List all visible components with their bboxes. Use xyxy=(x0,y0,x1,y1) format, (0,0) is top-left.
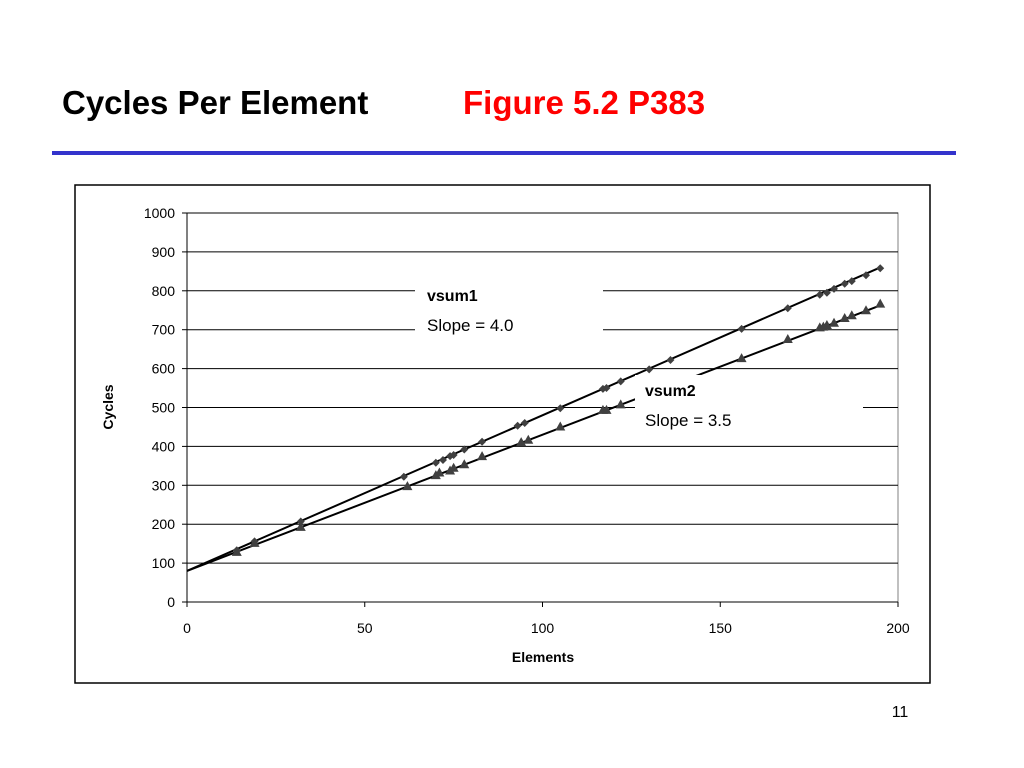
data-point xyxy=(231,546,242,556)
x-tick-label: 150 xyxy=(709,620,733,636)
y-tick-label: 400 xyxy=(152,438,176,454)
data-point xyxy=(459,459,470,469)
y-tick-label: 900 xyxy=(152,244,176,260)
series-annotation: Slope = 3.5 xyxy=(645,411,732,430)
data-point xyxy=(821,320,832,330)
data-point xyxy=(822,288,831,297)
data-point xyxy=(737,324,746,333)
data-point xyxy=(815,290,824,299)
x-tick-label: 50 xyxy=(357,620,373,636)
y-tick-label: 600 xyxy=(152,361,176,377)
data-point xyxy=(839,313,850,323)
data-point xyxy=(616,377,625,386)
data-point xyxy=(513,421,522,430)
data-point xyxy=(783,304,792,313)
y-tick-label: 300 xyxy=(152,477,176,493)
data-point xyxy=(840,279,849,288)
data-point xyxy=(431,458,440,467)
data-point xyxy=(847,277,856,286)
x-tick-label: 100 xyxy=(531,620,555,636)
y-tick-label: 1000 xyxy=(144,205,175,221)
annotation-box xyxy=(635,375,863,435)
page-number: 11 xyxy=(892,704,909,721)
data-point xyxy=(875,298,886,308)
slide-subtitle: Figure 5.2 P383 xyxy=(463,84,705,121)
data-point xyxy=(645,365,654,374)
data-point xyxy=(296,517,305,526)
data-point xyxy=(601,404,612,414)
data-point xyxy=(782,334,793,344)
data-point xyxy=(516,437,527,447)
x-tick-label: 200 xyxy=(886,620,910,636)
data-point xyxy=(830,284,839,293)
annotation-box xyxy=(415,280,603,340)
y-tick-label: 100 xyxy=(152,555,176,571)
y-tick-label: 0 xyxy=(167,594,175,610)
data-point xyxy=(862,271,871,280)
y-axis-label: Cycles xyxy=(100,384,116,429)
data-point xyxy=(602,384,611,393)
data-point xyxy=(666,356,675,365)
data-point xyxy=(520,419,529,428)
x-tick-label: 0 xyxy=(183,620,191,636)
series-name: vsum1 xyxy=(427,288,478,305)
data-point xyxy=(555,421,566,431)
y-tick-label: 800 xyxy=(152,283,176,299)
data-point xyxy=(438,456,447,465)
data-point xyxy=(556,404,565,413)
data-point xyxy=(523,434,534,444)
data-point xyxy=(861,305,872,315)
data-point xyxy=(402,481,413,491)
data-point xyxy=(829,317,840,327)
x-axis-label: Elements xyxy=(512,649,574,665)
data-point xyxy=(295,521,306,531)
data-point xyxy=(249,537,260,547)
data-point xyxy=(478,437,487,446)
data-point xyxy=(876,264,885,273)
title-rule xyxy=(52,151,956,155)
data-point xyxy=(448,462,459,472)
data-point xyxy=(477,451,488,461)
series-annotation: Slope = 4.0 xyxy=(427,316,514,335)
y-tick-label: 700 xyxy=(152,322,176,338)
y-tick-label: 200 xyxy=(152,516,176,532)
y-tick-label: 500 xyxy=(152,400,176,416)
data-point xyxy=(449,450,458,459)
series-name: vsum2 xyxy=(645,383,696,400)
chart: 0 100 200 300 400 500 600 700 800 900 1000 0 50 100 15… xyxy=(100,205,910,665)
data-point xyxy=(846,310,857,320)
data-point xyxy=(399,472,408,481)
slide-title: Cycles Per Element xyxy=(62,84,368,121)
data-point xyxy=(736,353,747,363)
data-point xyxy=(434,467,445,477)
data-point xyxy=(615,399,626,409)
data-point xyxy=(460,445,469,454)
